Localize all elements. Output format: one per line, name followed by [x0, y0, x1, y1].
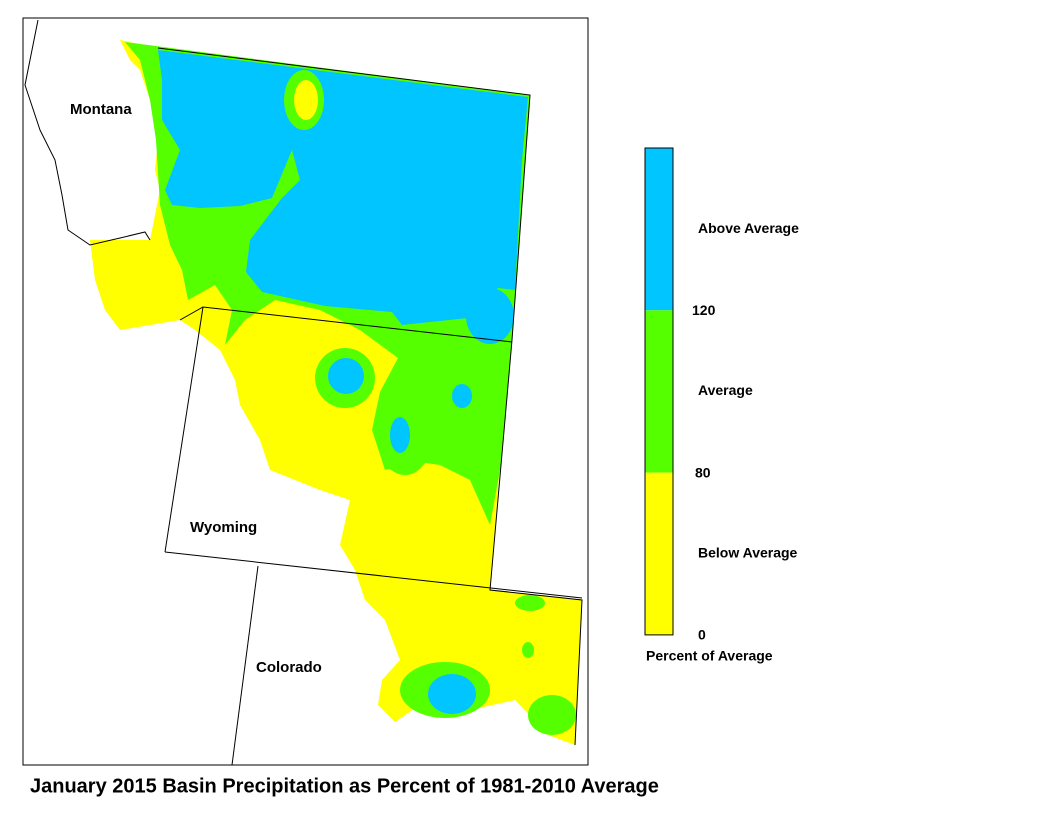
above-spot [390, 417, 410, 453]
legend-tick: 80 [695, 464, 711, 480]
above-spot [452, 384, 472, 408]
precip-map [90, 40, 582, 745]
basin-outline [157, 47, 583, 746]
above-spot [466, 288, 514, 344]
map-title: January 2015 Basin Precipitation as Perc… [30, 775, 659, 797]
legend-swatch [645, 148, 673, 311]
co-west-border [231, 565, 259, 766]
above-spot [328, 358, 364, 394]
state-label: Colorado [256, 659, 322, 676]
montana-border [24, 19, 151, 246]
legend-swatch [645, 472, 673, 635]
legend-label: Below Average [698, 544, 798, 560]
legend-tick: 0 [698, 627, 706, 643]
average-patch [515, 595, 545, 611]
legend: Above Average Average Below Average 120 80 0 [644, 147, 799, 643]
state-label: Montana [70, 101, 132, 118]
legend-frame [644, 147, 674, 636]
legend-swatch [645, 310, 673, 473]
below-spot [294, 80, 318, 120]
wy-co-border [164, 551, 583, 599]
legend-tick: 120 [692, 302, 716, 318]
average-patch [528, 695, 576, 735]
above-region [158, 50, 528, 325]
average-patch [522, 642, 534, 658]
state-borders [24, 19, 583, 766]
wy-west-border [164, 306, 204, 553]
state-label: Wyoming [190, 519, 257, 536]
legend-label: Above Average [698, 220, 799, 236]
above-spot [428, 674, 476, 714]
legend-label: Average [698, 382, 753, 398]
legend-title: Percent of Average [646, 648, 773, 664]
